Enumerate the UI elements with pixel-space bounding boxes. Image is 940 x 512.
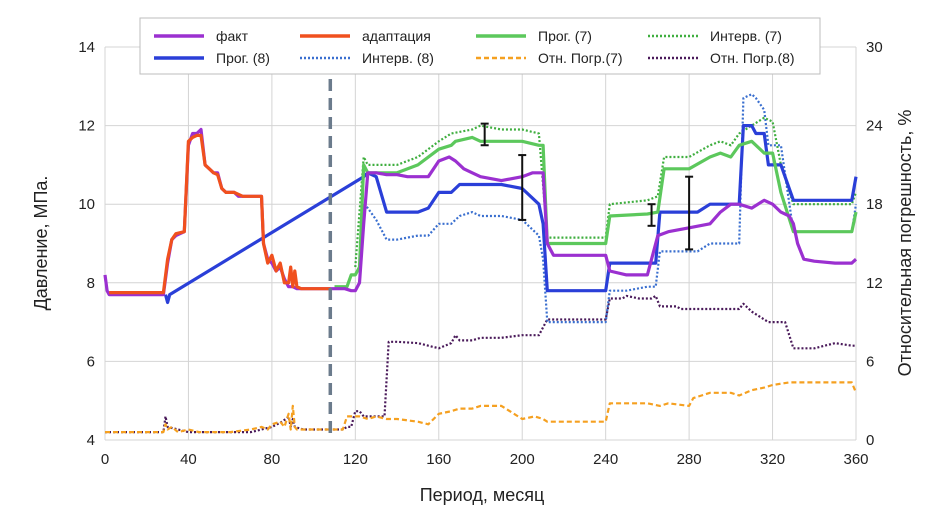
series-line-1	[109, 133, 331, 295]
x-tick-label-7: 280	[677, 451, 702, 468]
x-axis-title: Период, месяц	[420, 485, 545, 505]
x-tick-label-9: 360	[843, 451, 868, 468]
y2-tick-label-1: 6	[866, 353, 874, 370]
y-tick-label-5: 14	[78, 39, 95, 56]
series-line-3	[354, 116, 858, 268]
x-tick-label-3: 120	[343, 451, 368, 468]
series-line-7	[105, 294, 856, 434]
legend-label-4: Прог. (8)	[216, 50, 270, 66]
y2-tick-label-3: 18	[866, 196, 883, 213]
legend-box	[139, 17, 821, 75]
x-tick-label-4: 160	[426, 451, 451, 468]
y2-tick-label-2: 12	[866, 275, 883, 292]
y2-tick-label-5: 30	[866, 39, 883, 56]
y-tick-label-4: 12	[78, 118, 95, 135]
tick-labels: 0 40 80 120 160 200 240 280 320 360 4 6 8 10 12 14 0 6 12 1…	[78, 39, 882, 468]
y-axis-title-right: Относительная погрешность, %	[895, 110, 915, 377]
y-axis-title-left: Давление, МПа.	[31, 176, 51, 311]
x-tick-label-1: 40	[180, 451, 197, 468]
x-tick-label-5: 200	[510, 451, 535, 468]
legend-label-6: Отн. Погр.(7)	[538, 50, 623, 66]
legend-label-1: адаптация	[362, 28, 431, 44]
legend-label-0: факт	[216, 28, 249, 44]
legend-label-5: Интерв. (8)	[362, 50, 434, 66]
series-layer	[103, 93, 858, 434]
series-line-4	[163, 123, 858, 305]
series-line-6	[105, 381, 858, 434]
x-tick-label-2: 80	[264, 451, 281, 468]
error-bars	[480, 122, 694, 251]
y-tick-label-3: 10	[78, 196, 95, 213]
y2-tick-label-0: 0	[866, 432, 874, 449]
series-line-5	[362, 93, 858, 324]
y-tick-label-2: 8	[87, 275, 95, 292]
x-tick-label-8: 320	[760, 451, 785, 468]
legend: факт адаптация Прог. (7) Интерв. (7) Прог. (…	[139, 17, 821, 75]
y2-tick-label-4: 24	[866, 118, 883, 135]
y-tick-label-0: 4	[87, 432, 95, 449]
legend-label-7: Отн. Погр.(8)	[710, 50, 795, 66]
legend-label-3: Интерв. (7)	[710, 28, 782, 44]
x-tick-label-6: 240	[593, 451, 618, 468]
y-tick-label-1: 6	[87, 353, 95, 370]
legend-label-2: Прог. (7)	[538, 28, 592, 44]
x-tick-label-0: 0	[101, 451, 109, 468]
